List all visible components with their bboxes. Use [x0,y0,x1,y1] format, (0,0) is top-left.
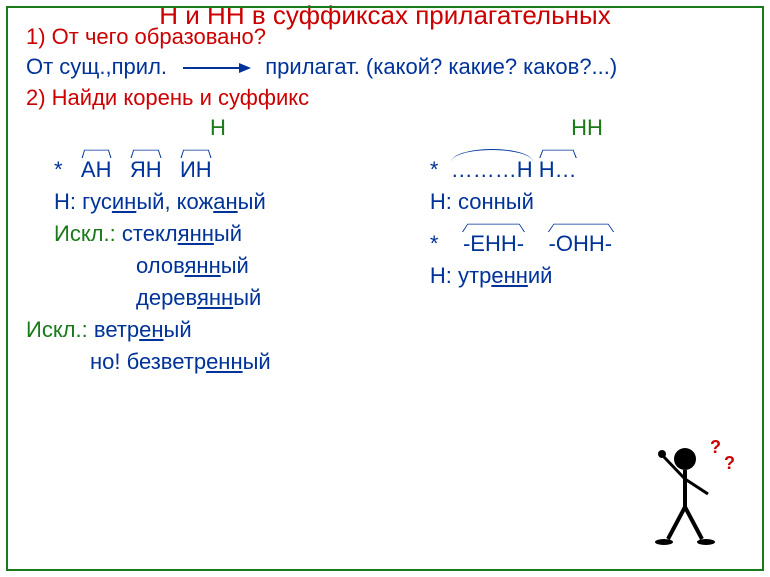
thinking-figure-icon: ? ? [650,439,740,549]
arrow-icon [181,55,251,81]
nn-suffix-row-2: * -ЕНН- -ОНН- [430,221,744,257]
content-frame: 1) От чего образовано? От сущ.,прил. при… [6,6,764,571]
svg-text:?: ? [724,453,735,473]
nn-header: НН [430,115,744,141]
columns: Н * АН ЯН ИН Н: гусиный, кожаный Искл.: … [26,115,744,381]
n-exception-4: Искл.: ветреный [26,317,410,343]
n-header: Н [26,115,410,141]
nn-example-1: Н: сонный [430,189,744,215]
n-suffix-row: * АН ЯН ИН [26,147,410,183]
nn-suffix-row: * ………Н Н… [430,147,744,183]
derivation-line: От сущ.,прил. прилагат. (какой? какие? к… [26,54,744,81]
column-n: Н * АН ЯН ИН Н: гусиный, кожаный Искл.: … [26,115,410,381]
column-nn: НН * ………Н Н… Н: сонный * -ЕНН- -ОНН- Н: … [410,115,744,381]
n-exception-3: деревянный [26,285,410,311]
nn-example-2: Н: утренний [430,263,744,289]
question-1: 1) От чего образовано? [26,24,744,50]
n-exception-2: оловянный [26,253,410,279]
question-2: 2) Найди корень и суффикс [26,85,744,111]
n-exception-1: Искл.: стеклянный [26,221,410,247]
from-noun-label: От сущ.,прил. [26,54,167,79]
to-adj-label: прилагат. (какой? какие? каков?...) [265,54,617,79]
n-exception-5: но! безветренный [26,349,410,375]
n-example-1: Н: гусиный, кожаный [26,189,410,215]
svg-text:?: ? [710,439,721,457]
